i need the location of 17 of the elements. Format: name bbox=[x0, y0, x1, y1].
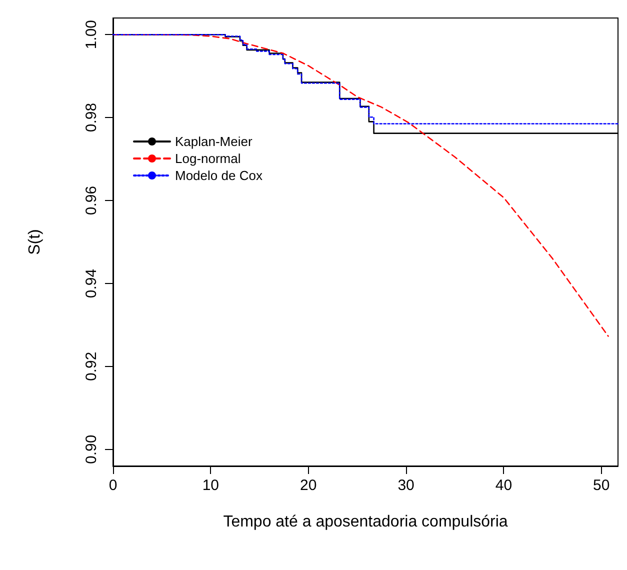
x-tick-label: 30 bbox=[398, 477, 414, 494]
y-tick-label: 0.96 bbox=[83, 186, 100, 216]
y-axis-title: S(t) bbox=[26, 229, 44, 255]
x-tick-label: 50 bbox=[593, 477, 610, 494]
y-tick-label: 0.98 bbox=[83, 102, 100, 132]
x-axis-title: Tempo até a aposentadoria compulsória bbox=[223, 514, 508, 530]
y-tick-label: 0.90 bbox=[83, 434, 100, 464]
x-tick-label: 20 bbox=[300, 477, 317, 494]
y-tick-label: 1.00 bbox=[83, 20, 100, 50]
x-tick-label: 0 bbox=[108, 477, 118, 494]
legend-label: Kaplan-Meier bbox=[175, 134, 253, 149]
x-tick-label: 10 bbox=[202, 477, 220, 494]
legend-label: Log-normal bbox=[175, 151, 241, 166]
legend-label: Modelo de Cox bbox=[175, 168, 263, 183]
x-tick-label: 40 bbox=[495, 477, 512, 494]
y-tick-label: 0.94 bbox=[83, 268, 100, 298]
y-tick-label: 0.92 bbox=[83, 352, 100, 382]
